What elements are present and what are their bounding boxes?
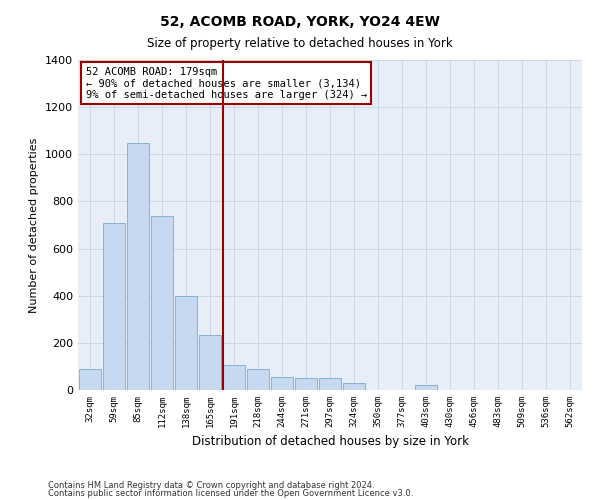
Bar [319, 378, 341, 390]
Bar [295, 378, 317, 390]
Bar [103, 222, 125, 390]
Bar [127, 142, 149, 390]
Bar [151, 216, 173, 390]
Bar [223, 365, 245, 390]
X-axis label: Distribution of detached houses by size in York: Distribution of detached houses by size … [191, 436, 469, 448]
Bar [175, 296, 197, 390]
Bar [199, 334, 221, 390]
Bar [271, 377, 293, 390]
Bar [415, 386, 437, 390]
Text: Contains HM Land Registry data © Crown copyright and database right 2024.: Contains HM Land Registry data © Crown c… [48, 480, 374, 490]
Y-axis label: Number of detached properties: Number of detached properties [29, 138, 40, 312]
Text: Size of property relative to detached houses in York: Size of property relative to detached ho… [147, 38, 453, 51]
Text: Contains public sector information licensed under the Open Government Licence v3: Contains public sector information licen… [48, 489, 413, 498]
Text: 52, ACOMB ROAD, YORK, YO24 4EW: 52, ACOMB ROAD, YORK, YO24 4EW [160, 15, 440, 29]
Bar [247, 369, 269, 390]
Bar [343, 383, 365, 390]
Text: 52 ACOMB ROAD: 179sqm
← 90% of detached houses are smaller (3,134)
9% of semi-de: 52 ACOMB ROAD: 179sqm ← 90% of detached … [86, 66, 367, 100]
Bar [79, 369, 101, 390]
